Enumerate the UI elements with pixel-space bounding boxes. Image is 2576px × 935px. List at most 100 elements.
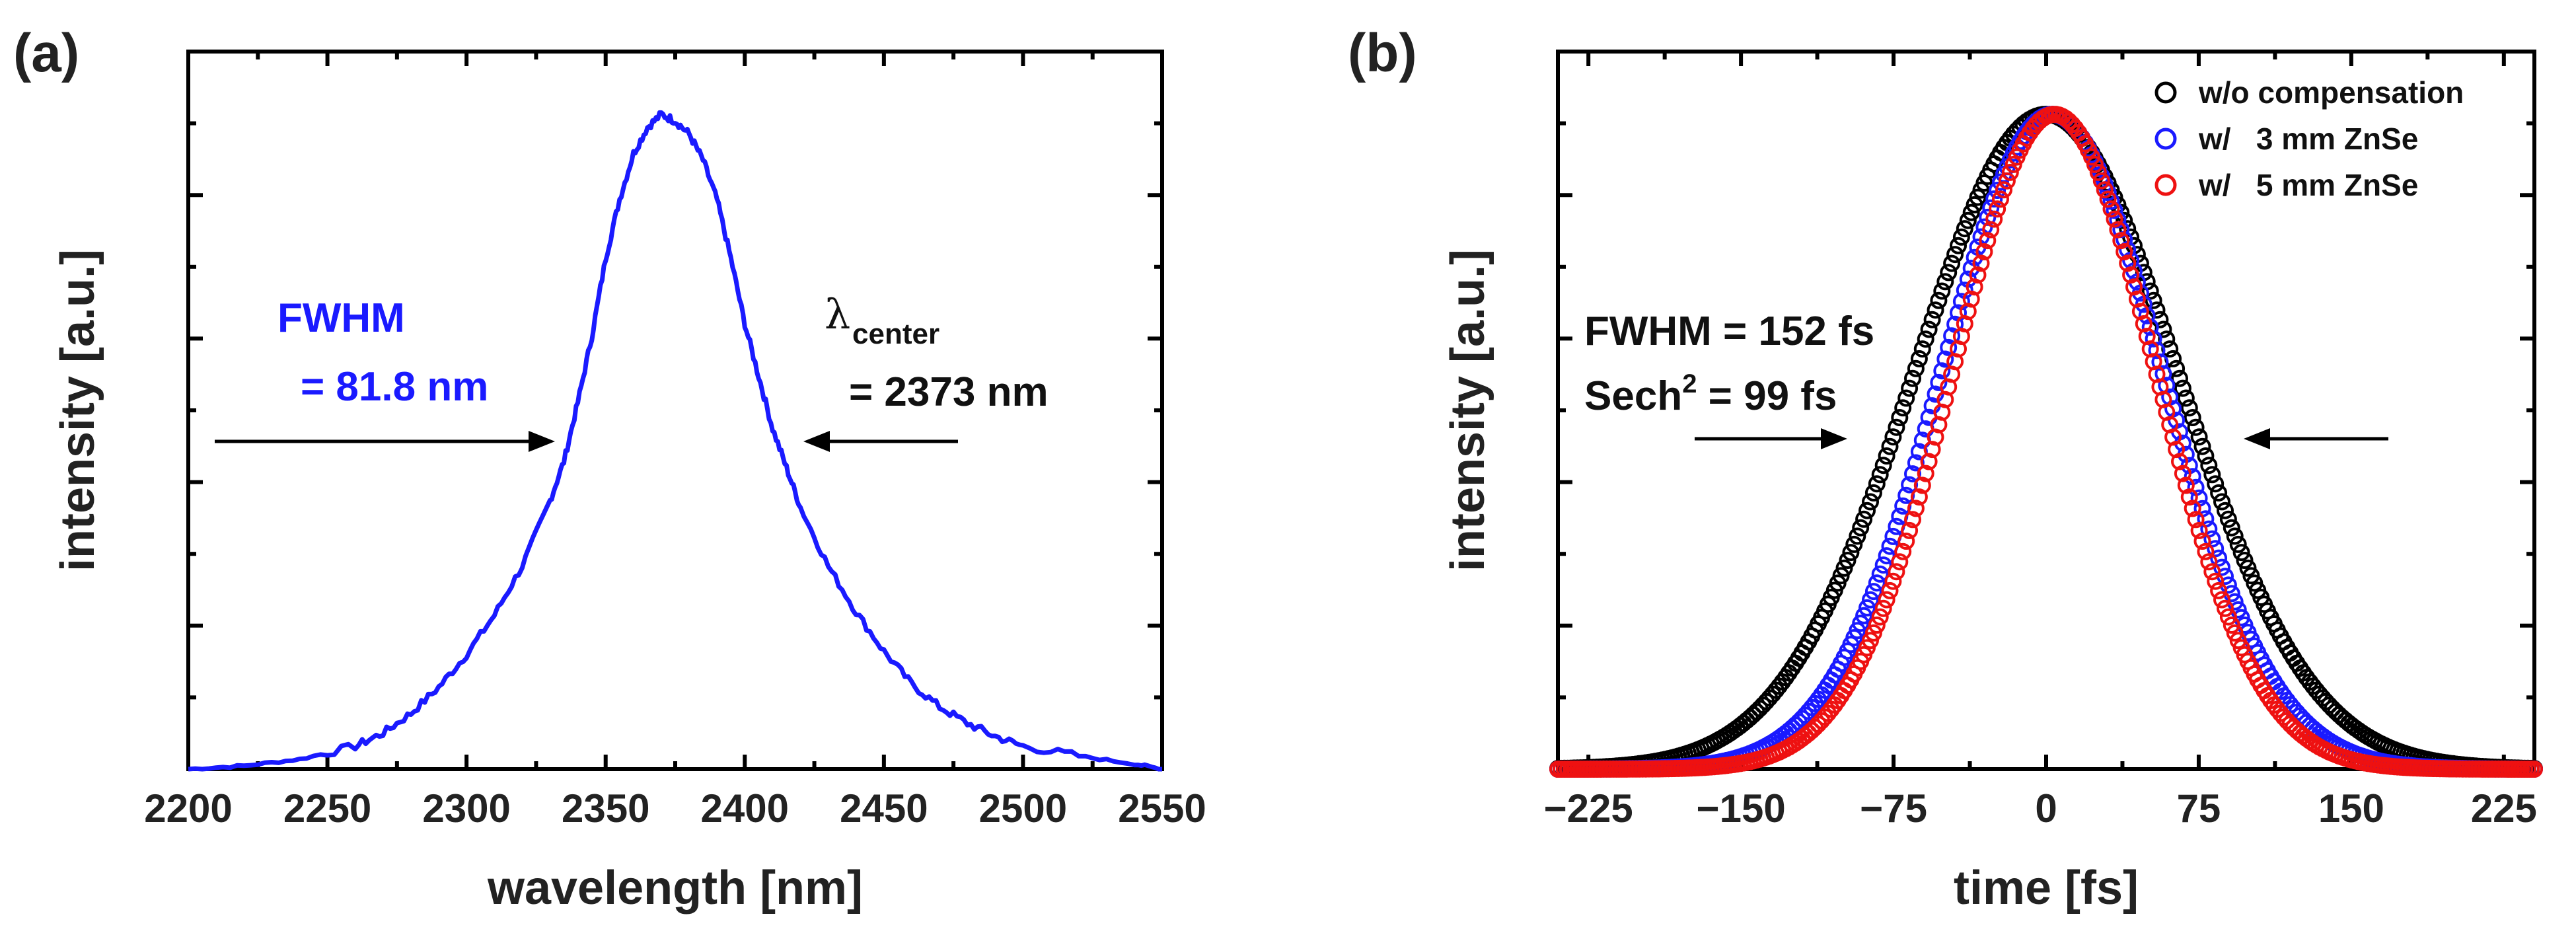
data-point [2089, 163, 2107, 181]
panel-a-fwhm-label: FWHM [277, 295, 405, 341]
panel-a-right-arrow-head [803, 431, 830, 452]
data-point [2187, 511, 2205, 529]
data-point [1904, 511, 1921, 529]
data-point [1862, 591, 1879, 609]
data-point [1878, 447, 1895, 465]
data-point [1839, 552, 1857, 569]
data-point [2217, 599, 2234, 617]
data-point [2229, 535, 2247, 553]
data-point [1917, 465, 1934, 482]
data-point [2207, 572, 2225, 590]
data-point [2099, 190, 2117, 208]
data-point [1936, 273, 1954, 291]
data-point [2158, 330, 2176, 348]
data-point [1874, 599, 1892, 617]
data-point [1959, 211, 1977, 229]
data-point [2184, 500, 2201, 517]
data-point [2207, 540, 2225, 558]
panel-a-lambda-subscript: center [852, 318, 939, 350]
x-tick-label: 2350 [562, 786, 649, 831]
data-point [1907, 500, 1925, 517]
data-point [1907, 359, 1925, 377]
series-2 [1549, 106, 2543, 778]
data-point [1930, 291, 1948, 309]
data-point [1985, 210, 2003, 228]
x-tick-label: 150 [2318, 786, 2384, 831]
series-1 [1549, 106, 2543, 778]
data-point [1975, 243, 1993, 260]
data-point [2210, 581, 2228, 599]
data-point [1956, 220, 1973, 238]
data-point [1868, 574, 1886, 592]
data-point [2190, 521, 2208, 539]
x-tick-label: 2200 [144, 786, 232, 831]
data-point [1888, 418, 1905, 436]
data-point [1966, 278, 1983, 296]
data-point [1888, 563, 1905, 581]
data-point [1884, 572, 1902, 590]
data-point [1913, 476, 1931, 494]
data-point [2116, 243, 2133, 260]
legend-label-3mm: w/ 3 mm ZnSe [2198, 122, 2418, 156]
data-point [2145, 291, 2162, 309]
data-point [2177, 476, 2195, 494]
data-point [2177, 389, 2195, 407]
data-point [1878, 591, 1895, 609]
data-point [1897, 486, 1915, 504]
panel-a-fwhm-value: = 81.8 nm [301, 364, 488, 410]
data-point [2210, 484, 2228, 502]
panel-a-ticks [186, 52, 1164, 769]
data-point [2001, 163, 2019, 181]
x-tick-label: 2550 [1118, 786, 1206, 831]
data-point [2119, 254, 2137, 272]
x-tick-label: −150 [1697, 786, 1786, 831]
data-point [1972, 254, 1990, 272]
data-point [1904, 465, 1921, 483]
x-tick-label: −225 [1544, 786, 1633, 831]
data-point [1936, 350, 1954, 368]
data-point [1910, 488, 1928, 506]
data-point [1855, 510, 1873, 528]
data-point [1952, 228, 1970, 246]
data-point [1891, 553, 1909, 571]
data-point [2226, 527, 2244, 545]
data-point [1864, 583, 1882, 601]
data-point [2223, 519, 2240, 537]
data-point [1858, 502, 1876, 519]
data-point [1891, 409, 1909, 426]
x-tick-label: 2300 [422, 786, 510, 831]
data-point [1901, 521, 1919, 539]
x-tick-label: 2400 [701, 786, 789, 831]
data-point [1855, 607, 1873, 624]
data-point [1995, 181, 2012, 199]
panel-a-label: (a) [13, 23, 79, 83]
data-point [1989, 200, 2006, 218]
panel-b-label: (b) [1348, 23, 1417, 83]
data-point [2174, 379, 2191, 397]
data-point [1864, 624, 1882, 642]
data-point [1962, 204, 1980, 221]
data-point [1904, 369, 1921, 387]
data-point [2197, 542, 2215, 560]
data-point [1864, 484, 1882, 502]
data-point [1874, 556, 1892, 574]
data-point [2236, 552, 2254, 569]
data-point [2203, 563, 2221, 581]
data-point [1871, 565, 1889, 583]
data-point [1940, 264, 1958, 281]
data-point [1901, 476, 1919, 494]
data-point [1852, 519, 1870, 537]
data-point [1884, 428, 1902, 446]
panel-b-sech-sup: 2 [1682, 369, 1697, 398]
data-point [1950, 237, 1967, 254]
data-point [1845, 535, 1863, 553]
x-tick-label: 2500 [979, 786, 1067, 831]
data-point [2210, 549, 2228, 567]
data-point [2219, 510, 2237, 528]
data-point [2141, 282, 2159, 300]
legend-label-wo: w/o compensation [2198, 75, 2464, 110]
data-point [2148, 342, 2166, 359]
data-point [2219, 608, 2237, 626]
data-point [2217, 502, 2234, 519]
data-point [1927, 301, 1944, 319]
